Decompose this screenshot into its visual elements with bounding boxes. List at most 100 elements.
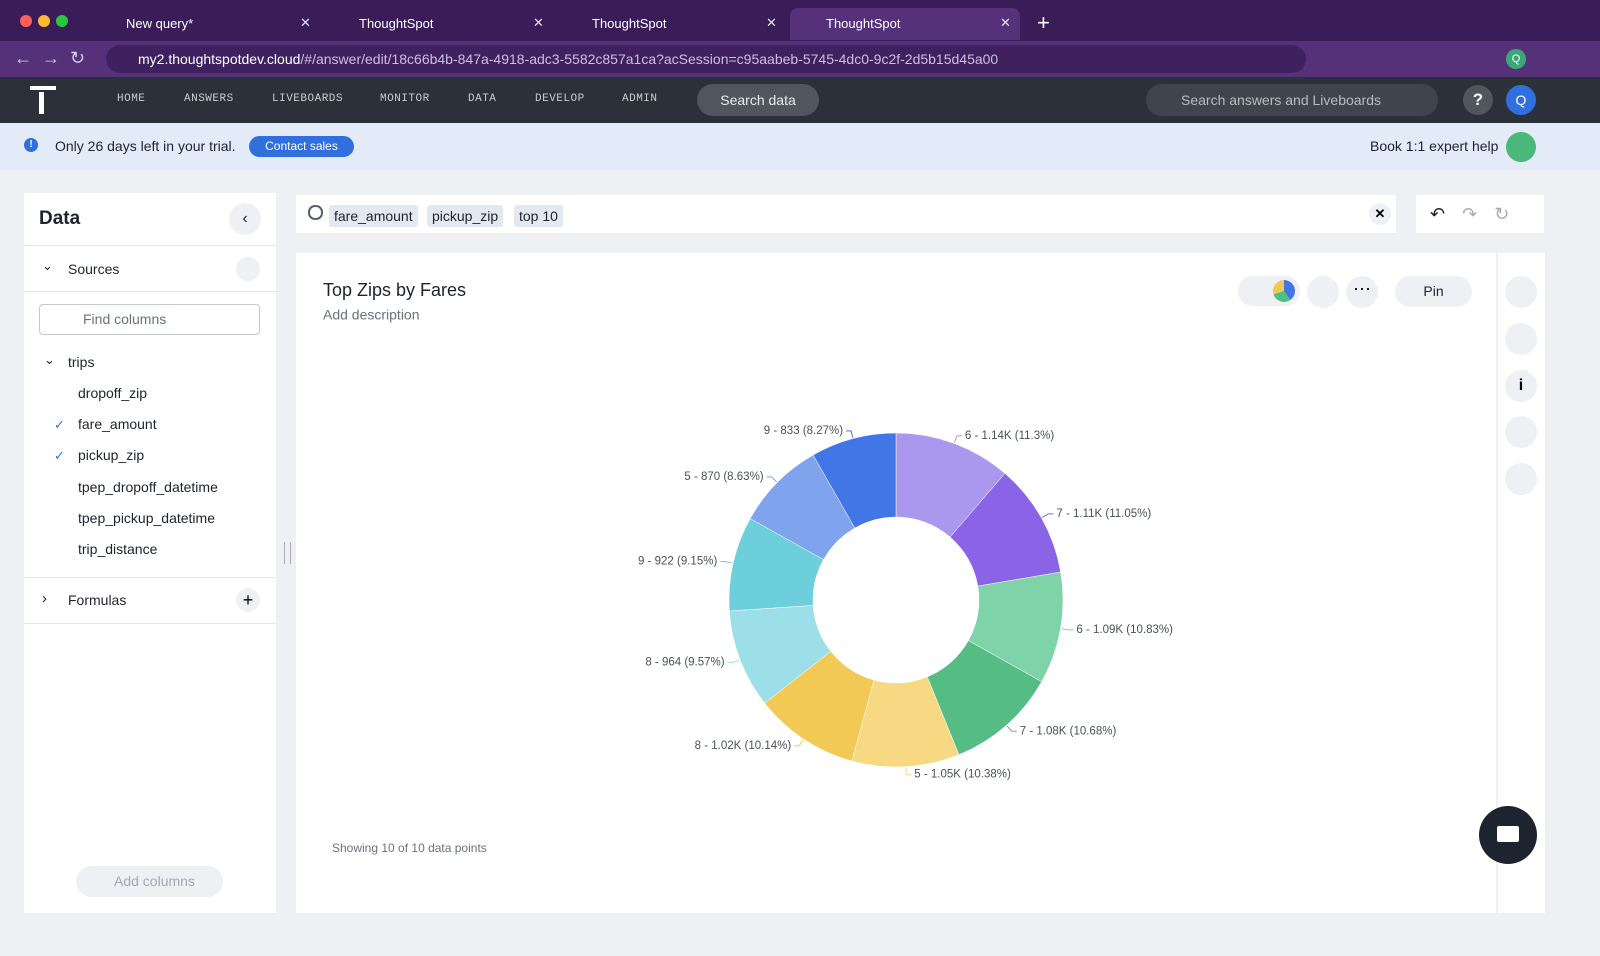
- browser-tab[interactable]: ThoughtSpot: [790, 8, 1020, 40]
- trial-message: Only 26 days left in your trial.: [55, 138, 236, 154]
- share-rail[interactable]: [1505, 463, 1537, 495]
- right-rail: [1497, 253, 1545, 913]
- search-token[interactable]: top 10: [514, 205, 563, 227]
- nav-item[interactable]: MONITOR: [380, 93, 430, 105]
- avatar[interactable]: Q: [1506, 85, 1536, 115]
- data-label: 8 - 1.02K (10.14%): [695, 740, 792, 752]
- expert-help[interactable]: Book 1:1 expert help: [1370, 138, 1499, 154]
- browser-tab[interactable]: ThoughtSpot: [592, 16, 667, 31]
- leader-line: [905, 767, 912, 776]
- sources-label: Sources: [68, 261, 120, 277]
- nav-item[interactable]: ANSWERS: [184, 93, 234, 105]
- divider: [24, 577, 276, 578]
- more[interactable]: ⋯: [1346, 276, 1378, 308]
- browser-tab[interactable]: ThoughtSpot: [359, 16, 434, 31]
- donut: 6 - 1.14K (11.3%) 7 - 1.11K (11.05%) 6 - 1…: [638, 425, 1173, 781]
- calendar-icon[interactable]: [1506, 132, 1536, 162]
- check: ✓: [54, 448, 65, 464]
- insights[interactable]: [1505, 416, 1537, 448]
- check: ✓: [54, 417, 65, 433]
- pin-button[interactable]: Pin: [1395, 276, 1472, 307]
- search-token[interactable]: fare_amount: [329, 205, 418, 227]
- help-button[interactable]: ?: [1463, 85, 1493, 115]
- donut-slice: [812, 432, 897, 529]
- data-label: 7 - 1.08K (10.68%): [1020, 725, 1117, 737]
- sources-chevron[interactable]: ⌄: [42, 258, 53, 273]
- find-columns[interactable]: Find columns: [39, 304, 260, 335]
- data-label: 6 - 1.14K (11.3%): [965, 430, 1054, 442]
- info[interactable]: i: [1505, 370, 1537, 402]
- clear-search[interactable]: ✕: [1369, 203, 1391, 225]
- info-icon: !: [24, 138, 38, 152]
- formulas-chevron[interactable]: ›: [42, 590, 47, 607]
- formulas-label: Formulas: [68, 592, 127, 608]
- settings[interactable]: [1505, 323, 1537, 355]
- column[interactable]: fare_amount: [78, 416, 157, 433]
- leader-line: [794, 739, 804, 747]
- chart: Top Zips by Fares Add description Showin…: [323, 280, 1173, 855]
- data-panel: [24, 193, 276, 913]
- tab-close[interactable]: ✕: [533, 15, 544, 30]
- nav-item[interactable]: ADMIN: [622, 93, 658, 105]
- column[interactable]: pickup_zip: [78, 447, 145, 464]
- global-search[interactable]: Search answers and Liveboards: [1146, 84, 1438, 116]
- collapse-panel[interactable]: ‹: [229, 203, 261, 235]
- nav-item[interactable]: HOME: [117, 93, 146, 105]
- panel-title: Data: [39, 208, 81, 229]
- column[interactable]: trip_distance: [78, 541, 158, 557]
- divider: [24, 291, 276, 292]
- resize-handle[interactable]: [284, 542, 291, 564]
- answer-card: [296, 253, 1496, 913]
- tab-close[interactable]: ✕: [766, 15, 777, 30]
- new-tab[interactable]: +: [1037, 10, 1050, 35]
- footer: Showing 10 of 10 data points: [332, 841, 487, 855]
- data-label: 9 - 922 (9.15%): [638, 556, 717, 568]
- contact-sales[interactable]: Contact sales: [249, 136, 354, 157]
- data-label: 8 - 964 (9.57%): [645, 657, 724, 669]
- chart-title: Top Zips by Fares: [323, 280, 466, 300]
- search-data-button[interactable]: Search data: [697, 84, 819, 116]
- divider: [24, 623, 276, 624]
- leader-line: [1042, 513, 1054, 518]
- add-columns[interactable]: Add columns: [76, 866, 223, 897]
- leader-line: [720, 561, 733, 564]
- divider: [24, 245, 276, 246]
- window-controls: [20, 14, 68, 32]
- data-label: 6 - 1.09K (10.83%): [1076, 624, 1173, 636]
- tab-close[interactable]: ✕: [1000, 15, 1011, 30]
- chart-subtitle: Add description: [323, 307, 420, 323]
- nav-item[interactable]: DATA: [468, 93, 497, 105]
- leader-line: [846, 430, 854, 438]
- data-label: 5 - 870 (8.63%): [684, 471, 763, 483]
- column[interactable]: tpep_dropoff_datetime: [78, 478, 218, 495]
- tab-close[interactable]: ✕: [300, 15, 311, 30]
- add-formula[interactable]: +: [236, 588, 260, 612]
- back-forward: ← → ↻: [14, 48, 86, 68]
- chart-type[interactable]: [1505, 276, 1537, 308]
- leader-line: [1061, 628, 1074, 631]
- leader-line: [1006, 725, 1017, 732]
- data-label: 9 - 833 (8.27%): [764, 425, 843, 437]
- logo[interactable]: [30, 86, 56, 114]
- column[interactable]: dropoff_zip: [78, 385, 148, 401]
- table-chevron[interactable]: ⌄: [44, 352, 55, 367]
- browser-tab[interactable]: New query*: [126, 16, 194, 31]
- nav-item[interactable]: LIVEBOARDS: [272, 93, 344, 105]
- data-label: 7 - 1.11K (11.05%): [1056, 508, 1151, 520]
- chat-button[interactable]: [1479, 806, 1537, 864]
- trial-banner: [0, 123, 1600, 170]
- profile[interactable]: Q: [1506, 49, 1526, 69]
- leader-line: [727, 659, 740, 664]
- search-token[interactable]: pickup_zip: [427, 205, 504, 227]
- leader-line: [953, 435, 962, 443]
- search-icon: [308, 205, 323, 220]
- undo-redo: ↶ ↷ ↻: [1416, 195, 1544, 233]
- url-field[interactable]: my2.thoughtspotdev.cloud/#/answer/edit/1…: [106, 45, 1306, 73]
- url-path: /#/answer/edit/18c66b4b-847a-4918-adc3-5…: [300, 51, 999, 67]
- column[interactable]: tpep_pickup_datetime: [78, 509, 215, 526]
- nav-item[interactable]: DEVELOP: [535, 93, 585, 105]
- wrench[interactable]: [236, 257, 260, 281]
- view-toggle[interactable]: [1238, 276, 1300, 306]
- share[interactable]: [1307, 276, 1339, 308]
- url-host: my2.thoughtspotdev.cloud: [138, 51, 301, 67]
